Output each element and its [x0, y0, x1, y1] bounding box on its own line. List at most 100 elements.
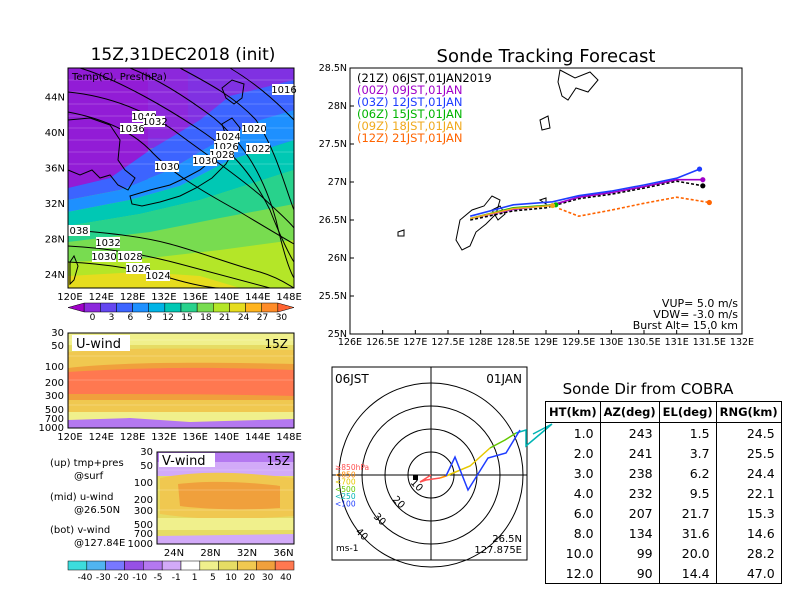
- lon-tick-label: 127.5E: [431, 337, 464, 348]
- colorbar-swatch: [277, 302, 295, 313]
- table-cell: 24.4: [715, 463, 782, 483]
- tracking-panel: [349, 67, 743, 335]
- lon-tick-label: 144E: [245, 432, 270, 443]
- lat-tick-label: 36N: [45, 164, 65, 175]
- lat-tick-label: 28.5N: [319, 63, 347, 74]
- table-cell: 99: [599, 543, 660, 563]
- colorbar-swatch: [148, 302, 166, 313]
- table-cell: 31.6: [658, 523, 717, 543]
- lon-tick-label: 128E: [120, 292, 145, 303]
- colorbar-tick-label: 12: [162, 313, 173, 323]
- lon-tick-label: 140E: [214, 292, 239, 303]
- isobar-label: 1022: [245, 144, 270, 155]
- colorbar-swatch: [274, 560, 295, 571]
- note-up: (up) tmp+pres: [50, 458, 124, 469]
- table-cell: 9.5: [658, 483, 717, 503]
- colorbar-swatch: [83, 302, 101, 313]
- table-cell: 25.5: [715, 443, 782, 463]
- level-legend-entry: <700: [335, 478, 356, 487]
- table-cell: 8.0: [545, 523, 601, 543]
- hodograph-lon: 127.875E: [474, 545, 522, 556]
- lon-tick-label: 144E: [245, 292, 270, 303]
- tracking-legend: (21Z) 06JST,01JAN2019(00Z) 09JST,01JAN(0…: [357, 71, 492, 145]
- lon-tick-label: 128E: [469, 337, 493, 348]
- level-legend-entry: ≥850hPa: [335, 463, 369, 472]
- table-cell: 241: [599, 443, 660, 463]
- table-row: 4.0 232 9.5 22.1: [545, 483, 782, 503]
- lon-tick-label: 120E: [57, 292, 82, 303]
- lat-tick-label: 27N: [328, 177, 347, 188]
- table-cell: 232: [599, 483, 660, 503]
- hodograph-unit: ms-1: [336, 544, 358, 554]
- colorbar-tick-label: 10: [225, 573, 237, 583]
- legend-entry: (06Z) 15JST,01JAN: [357, 107, 462, 121]
- lat-tick-label: 44N: [45, 93, 65, 104]
- table-cell: 134: [599, 523, 660, 543]
- colorbar-swatch: [180, 560, 201, 571]
- table-cell: 14.4: [658, 563, 717, 584]
- isobar-label: 1036: [119, 124, 144, 135]
- colorbar-tick-label: 20: [244, 573, 256, 583]
- table-cell: 4.0: [545, 483, 601, 503]
- isobar-label: 1016: [271, 85, 296, 96]
- lon-tick-label: 131E: [665, 337, 689, 348]
- isobar-label: 1030: [154, 162, 179, 173]
- legend-entry: (21Z) 06JST,01JAN2019: [357, 71, 492, 85]
- pressure-tick-label: 200: [134, 495, 153, 506]
- lon-tick-label: 132E: [151, 292, 176, 303]
- isobar-label: 1024: [215, 132, 240, 143]
- lon-tick-label: 131.5E: [693, 337, 726, 348]
- table-cell: 243: [599, 422, 660, 443]
- cobra-table-grid: HT(km) AZ(deg) EL(deg) RNG(km) 1.0 243 1.5 24.…: [545, 401, 782, 584]
- table-cell: 28.2: [715, 543, 782, 563]
- colorbar-tick-label: 6: [127, 313, 133, 323]
- cobra-table-header: HT(km) AZ(deg) EL(deg) RNG(km): [545, 401, 782, 423]
- table-row: 1.0 243 1.5 24.5: [545, 422, 782, 443]
- pressure-tick-label: 1000: [39, 423, 64, 434]
- table-cell: 1.0: [545, 422, 601, 443]
- param-burst: Burst Alt= 15.0 km: [633, 319, 738, 332]
- uwind-label: U-wind: [76, 337, 121, 352]
- lon-tick-label: 129.5E: [562, 337, 595, 348]
- table-row: 6.0 207 21.7 15.3: [545, 503, 782, 523]
- colorbar-swatch: [164, 302, 182, 313]
- isobar-label: 1020: [241, 124, 266, 135]
- colorbar-swatch: [86, 560, 106, 571]
- colorbar-swatch: [67, 302, 85, 313]
- pressure-tick-label: 30: [51, 328, 64, 339]
- track-endpoint: [549, 202, 556, 209]
- table-cell: 238: [599, 463, 660, 483]
- map-panel-label: Temp(C), Pres(hPa): [71, 72, 167, 83]
- isobar-label: 1032: [95, 238, 120, 249]
- lon-tick-label: 120E: [57, 432, 82, 443]
- table-row: 3.0 238 6.2 24.4: [545, 463, 782, 483]
- lat-tick-label: 32N: [237, 548, 257, 559]
- legend-entry: (09Z) 18JST,01JAN: [357, 119, 462, 133]
- legend-entry: (12Z) 21JST,01JAN: [357, 131, 462, 145]
- map-lon-ticks: 120E 124E 128E 132E 136E 140E 144E 148E: [57, 292, 302, 303]
- pressure-tick-label: 50: [51, 341, 64, 352]
- map-panel-title: 15Z,31DEC2018 (init): [91, 45, 276, 65]
- param-vdw: VDW= -3.0 m/s: [653, 308, 738, 321]
- pressure-tick-label: 500: [134, 520, 153, 531]
- param-vup: VUP= 5.0 m/s: [662, 297, 738, 310]
- cobra-table: Sonde Dir from COBRA HT(km) AZ(deg) EL(deg…: [545, 380, 782, 584]
- colorbar-tick-label: 24: [238, 313, 250, 323]
- isobar-label: 1026: [213, 142, 238, 153]
- lon-tick-label: 128E: [120, 432, 145, 443]
- colorbar-swatch: [256, 560, 276, 571]
- track-endpoint: [700, 177, 706, 183]
- hodograph-time: 06JST: [335, 372, 369, 386]
- lon-tick-label: 132E: [730, 337, 754, 348]
- uwind-panel: U-wind 15Z: [67, 332, 295, 429]
- colorbar-tick-label: 30: [276, 313, 288, 323]
- isobar-label: 1030: [91, 252, 116, 263]
- note-bot-2: @127.84E: [74, 538, 125, 549]
- pressure-tick-label: 200: [45, 378, 64, 389]
- lat-tick-label: 24N: [45, 270, 65, 281]
- table-cell: 90: [599, 563, 660, 584]
- uwind-time: 15Z: [265, 337, 289, 351]
- colorbar-tick-label: 3: [109, 313, 115, 323]
- lon-tick-label: 127E: [403, 337, 427, 348]
